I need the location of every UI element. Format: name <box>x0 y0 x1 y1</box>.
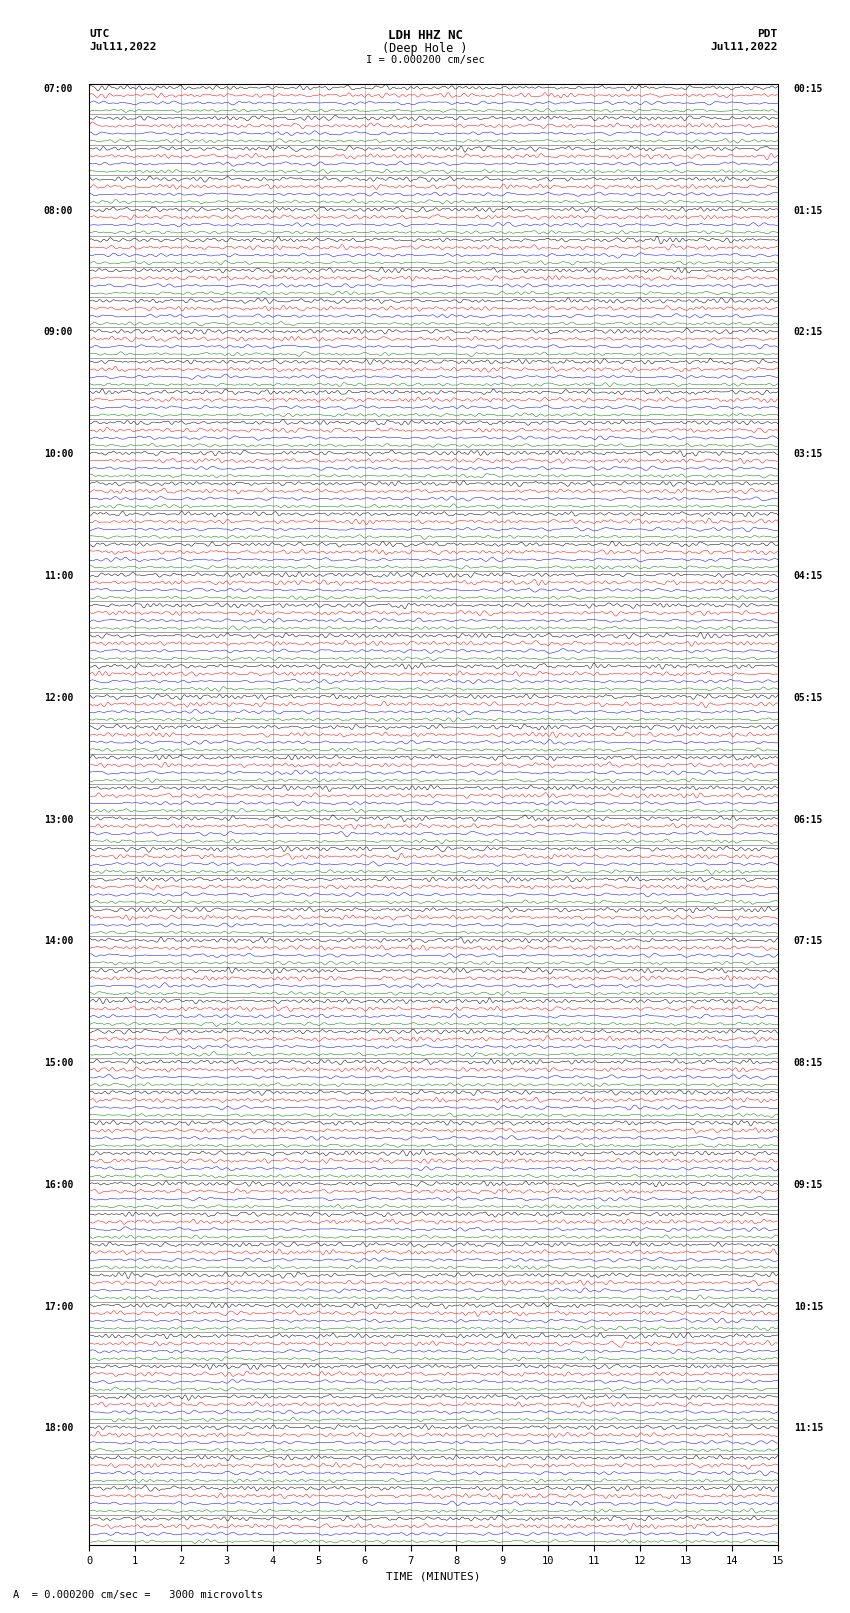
Text: 14:00: 14:00 <box>44 936 73 947</box>
Text: PDT: PDT <box>757 29 778 39</box>
Text: 15:00: 15:00 <box>44 1058 73 1068</box>
Text: 04:15: 04:15 <box>794 571 823 581</box>
Text: 13:00: 13:00 <box>44 815 73 824</box>
Text: 02:15: 02:15 <box>794 327 823 337</box>
Text: I = 0.000200 cm/sec: I = 0.000200 cm/sec <box>366 55 484 65</box>
Text: 08:00: 08:00 <box>44 206 73 216</box>
Text: Jul11,2022: Jul11,2022 <box>89 42 156 52</box>
Text: 11:15: 11:15 <box>794 1424 823 1434</box>
Text: 10:15: 10:15 <box>794 1302 823 1311</box>
Text: (Deep Hole ): (Deep Hole ) <box>382 42 468 55</box>
Text: 18:00: 18:00 <box>44 1424 73 1434</box>
Text: 00:15: 00:15 <box>794 84 823 94</box>
Text: 09:00: 09:00 <box>44 327 73 337</box>
Text: Jul11,2022: Jul11,2022 <box>711 42 778 52</box>
Text: 01:15: 01:15 <box>794 206 823 216</box>
Text: LDH HHZ NC: LDH HHZ NC <box>388 29 462 42</box>
X-axis label: TIME (MINUTES): TIME (MINUTES) <box>386 1571 481 1581</box>
Text: 03:15: 03:15 <box>794 448 823 460</box>
Text: 16:00: 16:00 <box>44 1181 73 1190</box>
Text: 08:15: 08:15 <box>794 1058 823 1068</box>
Text: UTC: UTC <box>89 29 110 39</box>
Text: 05:15: 05:15 <box>794 694 823 703</box>
Text: 11:00: 11:00 <box>44 571 73 581</box>
Text: A  = 0.000200 cm/sec =   3000 microvolts: A = 0.000200 cm/sec = 3000 microvolts <box>13 1590 263 1600</box>
Text: 06:15: 06:15 <box>794 815 823 824</box>
Text: 10:00: 10:00 <box>44 448 73 460</box>
Text: 17:00: 17:00 <box>44 1302 73 1311</box>
Text: 12:00: 12:00 <box>44 694 73 703</box>
Text: 09:15: 09:15 <box>794 1181 823 1190</box>
Text: 07:15: 07:15 <box>794 936 823 947</box>
Text: 07:00: 07:00 <box>44 84 73 94</box>
